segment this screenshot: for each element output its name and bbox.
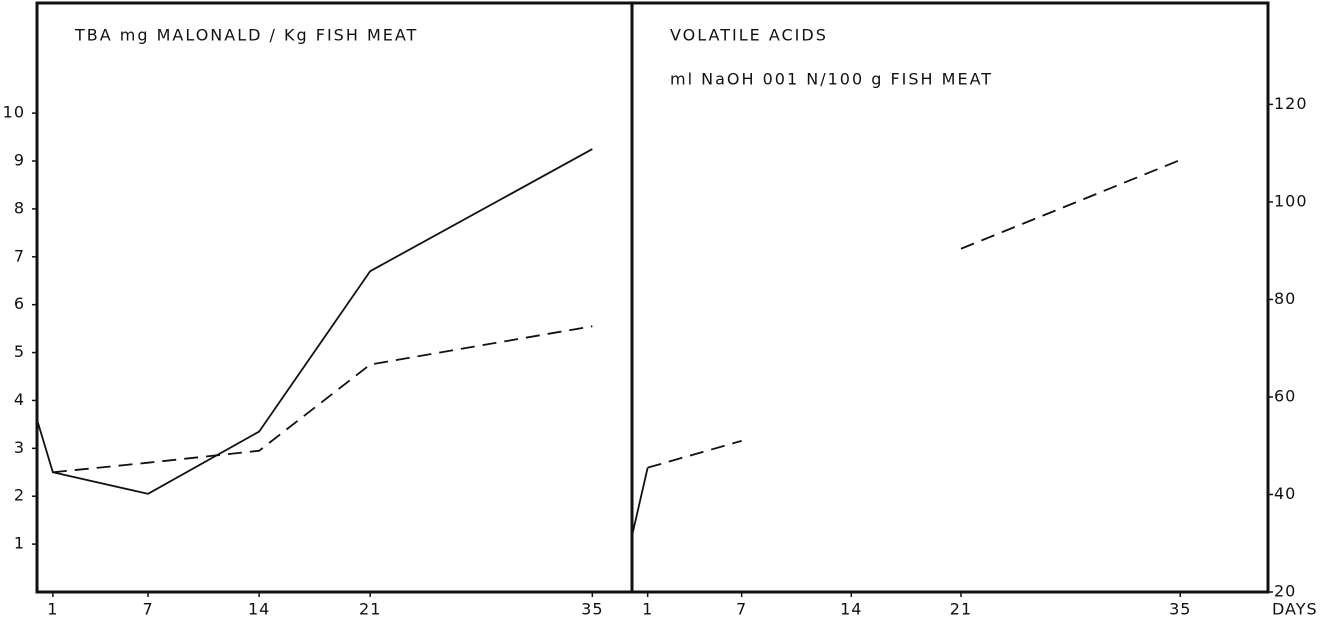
y-tick-label: 120 — [1274, 94, 1308, 113]
y-tick-label: 100 — [1274, 191, 1308, 210]
y-tick-label: 10 — [3, 103, 25, 122]
y-tick-label: 9 — [14, 151, 25, 170]
series-line — [632, 387, 1180, 536]
x-tick-label: 21 — [950, 600, 972, 619]
chart-title: VOLATILE ACIDS — [670, 26, 828, 45]
y-tick-label: 4 — [14, 390, 25, 409]
y-tick-label: 40 — [1274, 484, 1296, 503]
x-tick-label: 1 — [642, 600, 653, 619]
x-tick-label: 35 — [1169, 600, 1191, 619]
x-tick-label: 7 — [142, 600, 153, 619]
x-tick-label: 35 — [581, 600, 603, 619]
y-tick-label: 60 — [1274, 386, 1296, 405]
y-tick-label: 5 — [14, 342, 25, 361]
y-tick-label: 6 — [14, 294, 25, 313]
x-tick-label: 7 — [736, 600, 747, 619]
x-tick-label: 14 — [248, 600, 270, 619]
x-axis-label: DAYS — [1272, 600, 1318, 619]
x-tick-label: 1 — [47, 600, 58, 619]
y-tick-label: 1 — [14, 534, 25, 553]
y-tick-label: 3 — [14, 438, 25, 457]
y-tick-label: 20 — [1274, 582, 1296, 601]
series-line — [52, 325, 593, 474]
x-tick-label: 21 — [359, 600, 381, 619]
series-line — [36, 148, 593, 495]
chart-subtitle: ml NaOH 001 N/100 g FISH MEAT — [670, 70, 993, 89]
series-line — [647, 159, 1181, 469]
x-tick-label: 14 — [840, 600, 862, 619]
y-tick-label: 7 — [14, 246, 25, 265]
y-tick-label: 80 — [1274, 289, 1296, 308]
y-tick-label: 8 — [14, 198, 25, 217]
frame — [35, 1, 1270, 594]
chart-title: TBA mg MALONALD / Kg FISH MEAT — [74, 26, 418, 45]
y-tick-label: 2 — [14, 486, 25, 505]
